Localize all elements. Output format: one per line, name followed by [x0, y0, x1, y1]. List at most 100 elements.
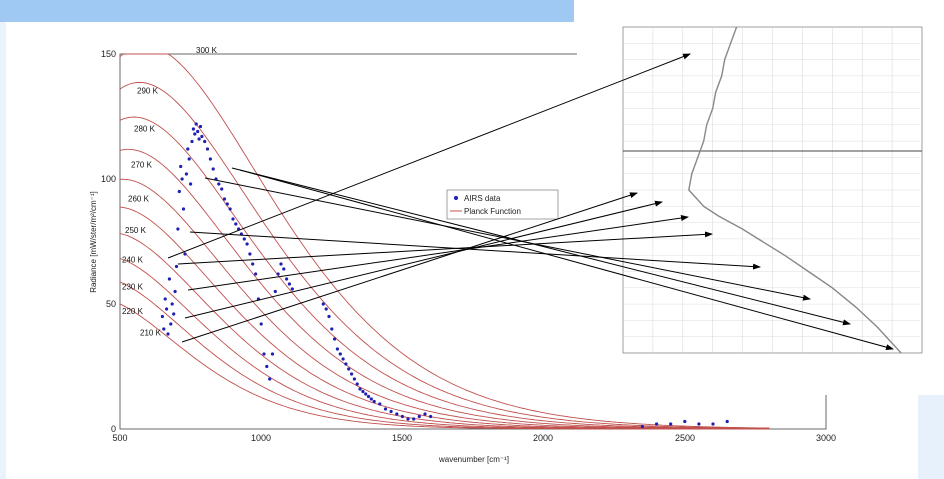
legend-box — [446, 189, 559, 220]
airs-point — [234, 222, 238, 226]
airs-point — [333, 337, 337, 341]
y-tick-50: 50 — [106, 299, 116, 309]
y-tick-150: 150 — [101, 49, 116, 59]
airs-point — [203, 139, 207, 144]
airs-point — [225, 202, 229, 206]
mapping-arrow — [231, 167, 851, 326]
temp-label-300k: 300 K — [196, 46, 218, 55]
planck-curve-290k — [119, 81, 770, 429]
airs-point — [197, 137, 201, 141]
airs-point — [417, 414, 421, 419]
airs-point — [167, 277, 171, 281]
airs-point — [248, 252, 252, 256]
airs-point — [406, 417, 410, 421]
airs-point — [364, 392, 368, 396]
airs-point — [327, 314, 331, 319]
airs-point — [366, 394, 371, 399]
airs-point — [208, 157, 212, 161]
legend: AIRS data Planck Function — [446, 189, 559, 220]
airs-data-points — [160, 122, 729, 429]
airs-point — [655, 422, 659, 426]
airs-point — [270, 352, 275, 356]
temp-label-250k: 250 K — [125, 226, 147, 235]
airs-point — [191, 127, 195, 131]
airs-point — [697, 422, 701, 426]
airs-point — [725, 419, 729, 424]
airs-point — [242, 237, 246, 241]
airs-point — [231, 217, 235, 221]
airs-point — [211, 167, 215, 171]
airs-point — [194, 122, 198, 126]
y-tick-0: 0 — [111, 424, 116, 434]
temp-label-210k: 210 K — [140, 329, 162, 338]
airs-point — [321, 302, 325, 306]
slide-left-tint — [0, 22, 6, 479]
mapping-arrow — [239, 169, 894, 351]
airs-point — [358, 387, 362, 391]
airs-point — [429, 414, 433, 419]
y-tick-labels: 0 50 100 150 — [101, 49, 116, 434]
x-tick-1500: 1500 — [392, 433, 412, 443]
airs-point — [400, 414, 404, 419]
mapping-arrows — [167, 53, 894, 351]
airs-point — [222, 197, 227, 201]
planck-curves — [119, 53, 770, 430]
airs-point — [200, 134, 204, 139]
mapping-arrow — [187, 215, 689, 291]
planck-curve-270k — [119, 148, 770, 430]
airs-point — [640, 424, 645, 429]
x-tick-labels: 500 1000 1500 2000 2500 3000 — [112, 433, 836, 443]
airs-point — [254, 272, 258, 276]
airs-point — [412, 417, 416, 421]
temp-label-240k: 240 K — [122, 255, 144, 264]
planck-curve-280k — [119, 116, 770, 430]
x-tick-1000: 1000 — [251, 433, 271, 443]
airs-point — [273, 289, 277, 294]
temperature-labels: 300 K 290 K 280 K 270 K 260 K 250 K 240 K 230 K… — [122, 46, 218, 338]
airs-point — [344, 362, 348, 366]
airs-point — [172, 312, 176, 316]
airs-point — [372, 399, 376, 404]
airs-point — [262, 352, 266, 356]
mapping-arrow — [189, 231, 761, 270]
airs-point — [279, 262, 283, 266]
airs-point — [198, 124, 203, 129]
temp-label-290k: 290 K — [137, 86, 159, 95]
y-axis-label: Radiance [mW/ster/m²/cm⁻¹] — [89, 191, 98, 293]
airs-point — [196, 129, 200, 134]
x-tick-3000: 3000 — [816, 433, 836, 443]
airs-point — [186, 147, 190, 151]
airs-point — [352, 377, 356, 381]
mapping-arrow — [204, 177, 811, 301]
airs-point — [378, 402, 382, 406]
airs-point — [350, 372, 354, 376]
profile-panel — [577, 22, 944, 395]
airs-point — [228, 207, 232, 211]
airs-point — [176, 227, 180, 231]
x-tick-2500: 2500 — [675, 433, 695, 443]
mapping-arrow — [167, 53, 691, 259]
airs-point — [160, 314, 164, 319]
x-axis-label: wavenumber [cm⁻¹] — [438, 455, 509, 464]
airs-point — [177, 189, 181, 194]
airs-point — [162, 327, 166, 331]
airs-point — [251, 262, 255, 266]
airs-point — [190, 139, 194, 144]
planck-curve-210k — [119, 303, 770, 430]
airs-point — [163, 297, 167, 301]
temperature-profile-line — [688, 26, 902, 354]
airs-point — [170, 302, 174, 306]
airs-point — [335, 347, 339, 351]
airs-point — [341, 357, 345, 361]
temp-label-260k: 260 K — [128, 195, 150, 204]
y-tick-100: 100 — [101, 174, 116, 184]
legend-airs-label: AIRS data — [464, 194, 501, 203]
airs-point — [220, 187, 224, 191]
airs-point — [324, 307, 328, 311]
x-tick-500: 500 — [112, 433, 127, 443]
airs-point — [330, 327, 334, 331]
airs-point — [187, 157, 191, 161]
airs-point — [369, 397, 373, 401]
airs-point — [173, 289, 177, 294]
